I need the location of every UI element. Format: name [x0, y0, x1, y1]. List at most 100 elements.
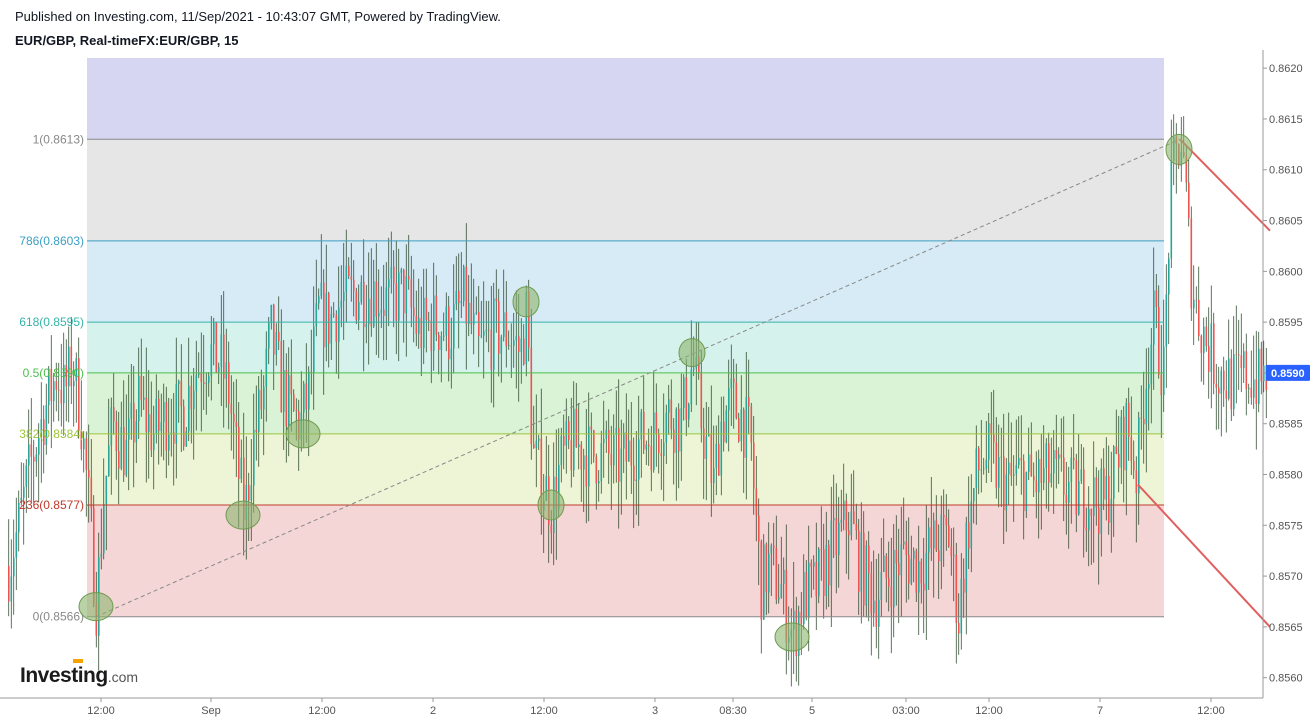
candle-body	[735, 382, 738, 418]
candle-body	[488, 329, 490, 331]
candle-body	[193, 391, 195, 410]
candle-body	[340, 300, 343, 308]
candle-body	[133, 402, 135, 443]
candle-body	[53, 381, 55, 402]
candle-body	[28, 444, 30, 466]
candle-body	[228, 362, 230, 405]
candle-body	[248, 484, 250, 501]
candle-body	[413, 307, 415, 317]
candle-body	[785, 569, 788, 643]
y-tick-label: 0.8560	[1269, 673, 1303, 685]
candle-body	[343, 292, 345, 301]
candle-body	[1243, 351, 1245, 368]
candle-body	[1105, 475, 1108, 500]
candle-body	[268, 322, 270, 349]
candle-body	[1018, 457, 1020, 466]
candle-body	[725, 410, 728, 443]
candle-body	[353, 279, 355, 292]
candle-body	[303, 383, 305, 413]
candle-body	[1203, 326, 1205, 354]
candle-body	[718, 443, 720, 476]
candle-body	[858, 530, 860, 592]
candle-body	[350, 275, 353, 280]
candle-body	[913, 550, 915, 559]
candle-body	[650, 446, 653, 471]
candle-body	[513, 340, 515, 346]
candle-body	[80, 430, 83, 450]
candle-body	[1188, 182, 1190, 219]
candle-body	[563, 435, 565, 446]
annotations	[78, 133, 1271, 652]
candle-body	[195, 375, 198, 392]
candle-body	[863, 532, 865, 606]
candle-body	[875, 600, 878, 627]
candle-body	[638, 439, 640, 480]
candle-body	[260, 389, 263, 410]
candle-body	[778, 597, 780, 600]
candle-body	[1030, 454, 1033, 476]
candle-body	[1108, 475, 1110, 523]
candle-body	[283, 370, 285, 412]
candle-body	[568, 421, 570, 441]
candle-body	[983, 468, 985, 470]
candle-body	[333, 313, 335, 316]
candle-body	[630, 440, 633, 466]
candle-body	[255, 429, 258, 432]
candle-body	[738, 417, 740, 442]
candle-body	[1065, 494, 1068, 503]
candle-body	[145, 397, 148, 433]
candle-body	[123, 426, 125, 476]
candle-body	[833, 518, 835, 521]
candle-body	[423, 297, 425, 349]
candle-body	[185, 431, 188, 447]
candle-body	[1218, 387, 1220, 394]
highlight-circle	[774, 622, 810, 652]
x-tick-label: 12:00	[1197, 705, 1225, 717]
candle-body	[390, 266, 393, 280]
candle-body	[768, 553, 770, 593]
candle-body	[865, 545, 868, 606]
published-header: Published on Investing.com, 11/Sep/2021 …	[15, 9, 501, 24]
candle-body	[828, 544, 830, 586]
candle-body	[408, 276, 410, 280]
candle-body	[985, 459, 988, 469]
highlight-circle	[225, 500, 261, 530]
candle-body	[783, 569, 785, 584]
fib-lines: 1(0.8613) 786(0.8603) 618(0.8595) 0.5(0.859…	[19, 132, 1164, 624]
candle-body	[1238, 354, 1240, 356]
candle-body	[1123, 416, 1125, 471]
candle-body	[1080, 469, 1083, 482]
candle-body	[528, 291, 530, 348]
candle-body	[463, 266, 465, 302]
candle-body	[183, 406, 185, 447]
candle-body	[825, 544, 828, 596]
candle-body	[1258, 348, 1260, 404]
candle-body	[1048, 443, 1050, 483]
candle-body	[148, 414, 150, 433]
candle-body	[1128, 403, 1130, 437]
candle-body	[445, 306, 448, 336]
candle-body	[815, 561, 818, 597]
candle-body	[1058, 454, 1060, 459]
candle-body	[465, 266, 468, 324]
candle-body	[45, 405, 48, 445]
candle-body	[593, 429, 595, 457]
candle-body	[385, 287, 388, 316]
candle-body	[510, 345, 513, 347]
candle-body	[1235, 354, 1238, 356]
candle-body	[703, 428, 705, 459]
candle-body	[1093, 477, 1095, 516]
candle-body	[1045, 443, 1048, 469]
candle-body	[525, 291, 528, 365]
candle-body	[1003, 456, 1005, 511]
candle-body	[208, 376, 210, 383]
candle-body	[150, 414, 153, 451]
candle-body	[115, 421, 118, 452]
candle-body	[613, 435, 615, 466]
candle-body	[453, 304, 455, 349]
candle-body	[1033, 475, 1035, 481]
candle-body	[1205, 326, 1208, 347]
candle-body	[680, 408, 683, 452]
candle-body	[843, 500, 845, 520]
